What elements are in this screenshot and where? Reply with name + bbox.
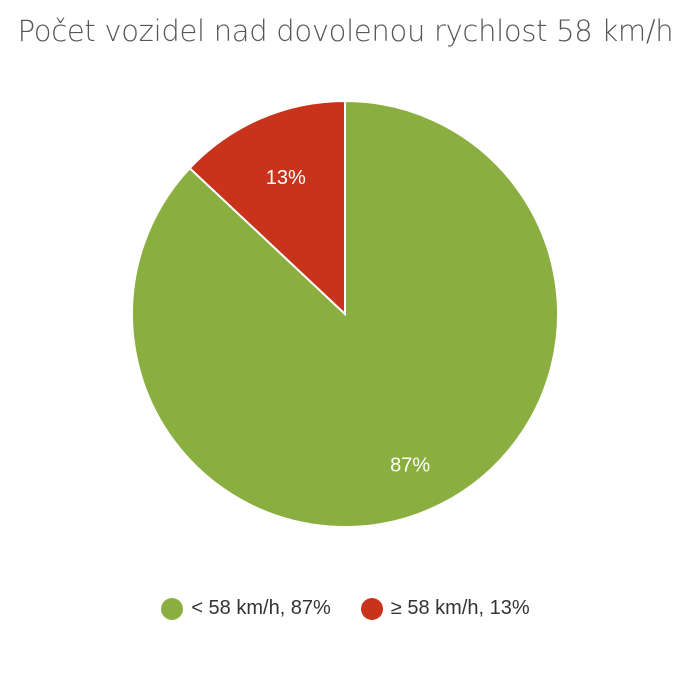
- legend: < 58 km/h, 87% ≥ 58 km/h, 13%: [0, 597, 691, 620]
- slice-data-label: 13%: [266, 167, 306, 189]
- legend-swatch-above: [360, 597, 383, 620]
- legend-item-below[interactable]: < 58 km/h, 87%: [161, 597, 331, 620]
- legend-item-above[interactable]: ≥ 58 km/h, 13%: [360, 597, 530, 620]
- slice-data-label: 87%: [390, 455, 430, 477]
- legend-label: ≥ 58 km/h, 13%: [390, 597, 530, 619]
- legend-label: < 58 km/h, 87%: [191, 597, 331, 619]
- legend-swatch-below: [161, 597, 184, 620]
- pie-slice[interactable]: [188, 99, 346, 317]
- chart-title: Počet vozidel nad dovolenou rychlost 58 …: [17, 14, 674, 48]
